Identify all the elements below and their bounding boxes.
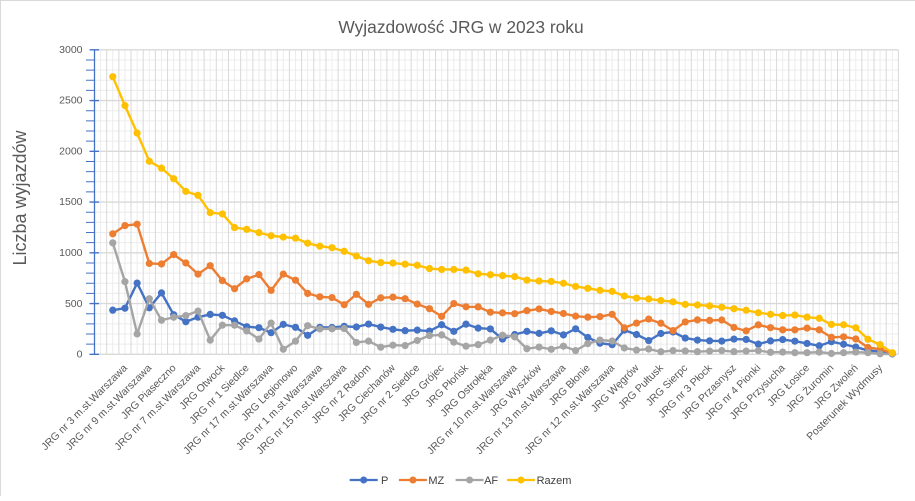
svg-text:MZ: MZ xyxy=(428,475,444,487)
svg-text:1000: 1000 xyxy=(59,247,83,259)
svg-text:P: P xyxy=(381,475,388,487)
svg-text:0: 0 xyxy=(77,349,83,361)
svg-text:AF: AF xyxy=(484,475,498,487)
svg-text:2500: 2500 xyxy=(59,95,83,107)
svg-text:1500: 1500 xyxy=(59,196,83,208)
svg-text:3000: 3000 xyxy=(59,44,83,56)
svg-text:Liczba wyjazdów: Liczba wyjazdów xyxy=(10,129,30,265)
svg-text:Razem: Razem xyxy=(537,475,572,487)
svg-text:Wyjazdowość JRG w 2023 roku: Wyjazdowość JRG w 2023 roku xyxy=(338,17,583,37)
svg-text:500: 500 xyxy=(65,298,83,310)
svg-text:2000: 2000 xyxy=(59,146,83,158)
